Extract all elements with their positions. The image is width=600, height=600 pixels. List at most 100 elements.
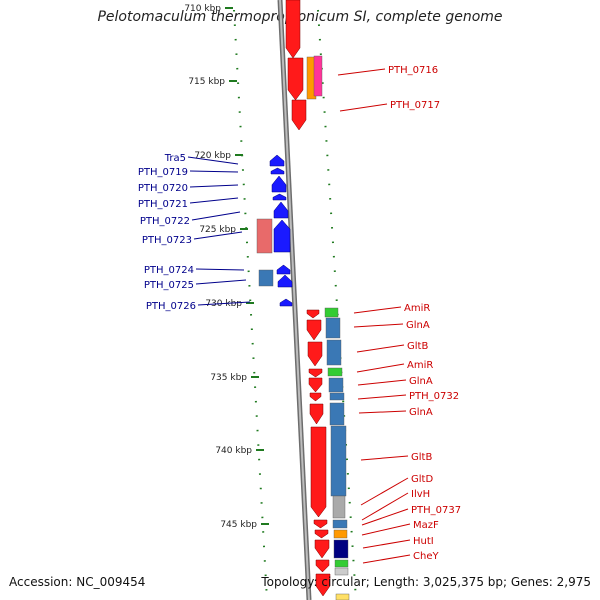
forward-gene-arrow xyxy=(277,274,293,288)
feature-bar xyxy=(329,402,345,426)
forward-gene-label-leader xyxy=(189,170,239,173)
accession-label: Accession: NC_009454 xyxy=(9,575,146,589)
reverse-gene-label: GlnA xyxy=(409,407,433,418)
reverse-gene-label: GlnA xyxy=(409,376,433,387)
reverse-gene-label-leader xyxy=(360,455,409,461)
feature-bar xyxy=(330,425,347,497)
forward-gene-label: Tra5 xyxy=(164,153,186,164)
reverse-gene-label-leader xyxy=(362,554,411,564)
feature-bar xyxy=(324,307,339,318)
reverse-gene-arrow xyxy=(310,426,327,518)
scale-tick-label: 725 kbp xyxy=(199,225,236,235)
feature-bar xyxy=(325,317,341,339)
reverse-gene-arrow xyxy=(314,539,330,559)
scale-tick-label: 745 kbp xyxy=(220,520,257,530)
reverse-gene-label-leader xyxy=(337,68,386,76)
forward-gene-arrow xyxy=(269,154,285,167)
forward-gene-label-leader xyxy=(187,156,239,165)
feature-bar xyxy=(333,529,348,539)
forward-gene-label: PTH_0723 xyxy=(142,235,192,246)
reverse-gene-label: CheY xyxy=(413,551,439,562)
reverse-gene-label-leader xyxy=(357,379,407,386)
feature-bar xyxy=(326,339,342,366)
reverse-gene-arrow xyxy=(314,529,329,539)
reverse-gene-label: PTH_0732 xyxy=(409,391,459,402)
reverse-gene-label: PTH_0717 xyxy=(390,100,440,111)
reverse-gene-label: HutI xyxy=(413,536,434,547)
genome-backbone-highlight xyxy=(279,0,310,600)
reverse-gene-arrow xyxy=(291,99,307,131)
forward-gene-arrow xyxy=(279,298,293,307)
reverse-gene-label: GlnA xyxy=(406,320,430,331)
reverse-gene-label-leader xyxy=(362,539,411,549)
forward-gene-label: PTH_0722 xyxy=(140,216,190,227)
reverse-gene-label-leader xyxy=(339,103,388,112)
reverse-gene-label-leader xyxy=(360,477,409,506)
reverse-gene-label-leader xyxy=(356,344,405,353)
forward-gene-label-leader xyxy=(189,184,239,188)
reverse-gene-label-leader xyxy=(353,323,404,328)
feature-bar xyxy=(256,218,273,254)
reverse-gene-arrow xyxy=(306,319,322,341)
forward-gene-arrow xyxy=(276,264,291,275)
reverse-gene-label-leader xyxy=(357,394,407,400)
forward-gene-label-leader xyxy=(193,231,243,240)
reverse-gene-label: AmiR xyxy=(404,303,430,314)
feature-bar xyxy=(335,593,350,600)
feature-bar xyxy=(332,519,348,529)
feature-bar xyxy=(334,559,349,568)
reverse-gene-arrow xyxy=(306,309,320,319)
reverse-gene-label: GltB xyxy=(407,341,428,352)
forward-gene-label: PTH_0720 xyxy=(138,183,188,194)
reverse-gene-arrow xyxy=(309,392,322,402)
reverse-gene-label-leader xyxy=(361,523,411,536)
reverse-gene-arrow xyxy=(313,519,328,529)
reverse-gene-label: PTH_0716 xyxy=(388,65,438,76)
reverse-gene-arrow xyxy=(315,573,331,597)
feature-bar xyxy=(332,495,346,519)
forward-gene-label: PTH_0721 xyxy=(138,199,188,210)
forward-gene-arrow xyxy=(273,201,289,219)
forward-gene-label-leader xyxy=(191,211,241,221)
feature-bar xyxy=(329,392,345,401)
reverse-gene-arrow xyxy=(307,341,323,367)
scale-tick-label: 720 kbp xyxy=(194,151,231,161)
reverse-gene-label-leader xyxy=(361,508,409,526)
scale-tick-label: 735 kbp xyxy=(210,373,247,383)
forward-gene-label-leader xyxy=(189,197,239,204)
reverse-gene-label: MazF xyxy=(413,520,439,531)
reverse-gene-label: PTH_0737 xyxy=(411,505,461,516)
reverse-gene-arrow xyxy=(308,368,323,378)
reverse-gene-label-leader xyxy=(358,410,407,414)
feature-bar xyxy=(313,55,323,97)
reverse-gene-label: IlvH xyxy=(411,489,430,500)
forward-gene-label-leader xyxy=(195,279,247,285)
scale-tick-label: 715 kbp xyxy=(188,77,225,87)
forward-gene-arrow xyxy=(270,167,285,175)
reverse-gene-arrow xyxy=(285,0,301,59)
forward-gene-label-leader xyxy=(197,301,251,306)
reverse-gene-label-leader xyxy=(353,306,402,314)
scale-tick-label: 710 kbp xyxy=(184,4,221,14)
forward-gene-label: PTH_0724 xyxy=(144,265,194,276)
reverse-gene-arrow xyxy=(315,559,330,573)
reverse-gene-label-leader xyxy=(361,492,409,521)
forward-gene-arrow xyxy=(271,175,287,193)
reverse-gene-label: GltD xyxy=(411,474,433,485)
forward-gene-label-leader xyxy=(195,268,245,271)
feature-bar xyxy=(333,539,349,559)
reverse-gene-label: GltB xyxy=(411,452,432,463)
reverse-gene-label-leader xyxy=(356,363,405,373)
feature-bar xyxy=(327,367,343,377)
forward-gene-label: PTH_0725 xyxy=(144,280,194,291)
feature-bar xyxy=(334,567,349,576)
reverse-gene-arrow xyxy=(309,403,324,425)
feature-bar xyxy=(328,377,344,393)
scale-tick-label: 740 kbp xyxy=(215,446,252,456)
genome-summary: Topology: circular; Length: 3,025,375 bp… xyxy=(261,575,591,589)
feature-bar xyxy=(258,269,274,287)
forward-gene-label: PTH_0719 xyxy=(138,167,188,178)
forward-gene-label: PTH_0726 xyxy=(146,301,196,312)
reverse-gene-arrow xyxy=(308,377,323,393)
